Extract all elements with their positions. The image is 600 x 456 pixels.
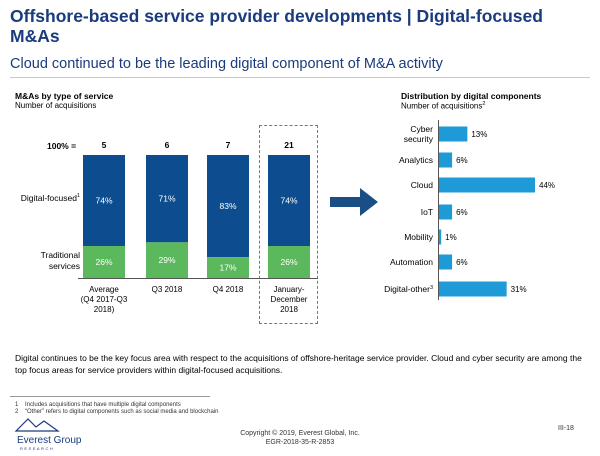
x-tick-label-0: (Q4 2017-Q3 [81,295,128,304]
label-traditional-2: 17% [219,263,236,273]
x-tick-label-3: 2018 [280,305,298,314]
everest-group-logo: Everest Group RESEARCH [14,417,94,456]
summary-text: Digital continues to be the key focus ar… [15,353,582,375]
total-row-label: 100% = [47,141,77,151]
label-traditional-3: 26% [280,257,297,267]
bar-digital-2 [207,155,249,258]
hbar-label-1: Analytics [399,155,433,165]
traditional-label: Traditional services [40,250,80,271]
hbar-label-2: Cloud [411,180,433,190]
highlight-box [259,125,318,324]
hbar-label-0: Cyber [410,124,433,134]
hbar-value-1: 6% [456,156,468,165]
logo-text: Everest Group [17,435,82,446]
label-digital-3: 74% [280,196,297,206]
hbar-0 [439,126,468,142]
label-digital-1: 71% [158,194,175,204]
total-label-0: 5 [102,140,107,150]
doc-id: EGR-2018-35-R-2853 [265,439,335,446]
hbar-label-6: Digital-other3 [384,284,433,294]
bar-traditional-0 [83,246,125,278]
bar-traditional-1 [146,242,188,278]
hbar-value-3: 6% [456,208,468,217]
copyright: Copyright © 2019, Everest Global, Inc. [240,430,360,437]
total-label-3: 21 [284,140,294,150]
hbar-3 [439,204,453,220]
page-number: III-18 [558,425,574,432]
left-chart-subtitle: Number of acquisitions [15,101,97,110]
right-chart-subtitle: Number of acquisitions2 [401,101,486,111]
x-tick-label-2: Q4 2018 [213,285,244,294]
left-chart-title: M&As by type of service [15,91,114,101]
right-chart-title: Distribution by digital components [401,91,542,101]
x-tick-label-1: Q3 2018 [152,285,183,294]
logo-tagline: RESEARCH [20,446,54,451]
bar-traditional-3 [268,246,310,278]
hbar-value-2: 44% [539,181,555,190]
footnote-1: 1 Includes acquisitions that have multip… [15,402,181,408]
hbar-value-6: 31% [511,285,527,294]
bar-traditional-2 [207,257,249,278]
x-tick-label-0: Average [89,285,119,294]
hbar-1 [439,152,453,168]
hbar-value-0: 13% [471,130,487,139]
hbar-2 [439,177,535,193]
hbar-label-3: IoT [421,207,433,217]
hbar-label-5: Automation [390,257,433,267]
footnote-2: 2 “Other” refers to digital components s… [15,409,219,415]
bar-digital-3 [268,155,310,247]
page-title: Offshore-based service provider developm… [10,6,543,46]
footnote-divider [10,396,210,397]
bar-digital-1 [146,155,188,243]
bar-digital-0 [83,155,125,247]
label-digital-0: 74% [95,196,112,206]
hbar-6 [439,281,507,297]
hbar-value-4: 1% [445,233,457,242]
label-traditional-0: 26% [95,257,112,267]
hbar-value-5: 6% [456,258,468,267]
page-subtitle: Cloud continued to be the leading digita… [10,56,443,72]
logo-mountain-icon: Everest Group RESEARCH [14,418,82,451]
x-tick-label-0: 2018) [94,305,115,314]
digital-focused-label: Digital-focused1 [20,193,80,203]
hbar-5 [439,254,453,270]
hbar-4 [439,229,442,245]
x-tick-label-3: December [271,295,308,304]
total-label-2: 7 [226,140,231,150]
label-digital-2: 83% [219,201,236,211]
hbar-label-0: security [404,134,434,144]
hbar-label-4: Mobility [404,232,434,242]
x-tick-label-3: January- [273,285,304,294]
right-arrow-icon [330,188,378,216]
title-divider [10,77,590,78]
label-traditional-1: 29% [158,255,175,265]
total-label-1: 6 [165,140,170,150]
